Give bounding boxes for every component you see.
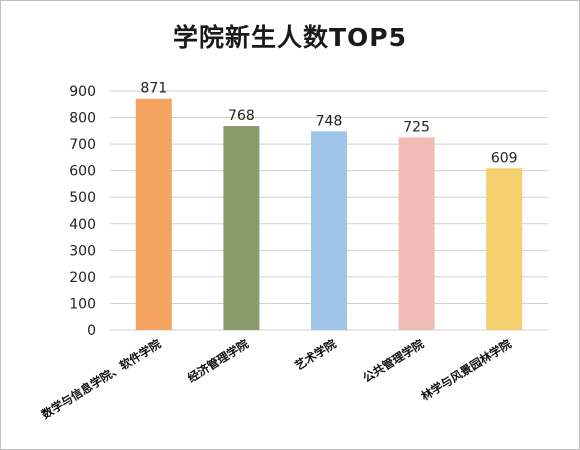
y-tick-label: 600	[69, 164, 96, 180]
y-tick-label: 500	[69, 190, 96, 206]
chart-title: 学院新生人数TOP5	[172, 23, 408, 52]
category-label-4: 林学与风景园林学院	[419, 336, 515, 403]
data-label-1: 768	[228, 108, 255, 124]
y-tick-label: 400	[69, 217, 96, 233]
y-tick-label: 900	[69, 84, 96, 100]
bar-3	[398, 137, 435, 330]
y-tick-label: 800	[69, 111, 96, 127]
category-label-3: 公共管理学院	[360, 336, 426, 385]
data-label-4: 609	[491, 150, 518, 166]
bars	[135, 98, 523, 330]
y-tick-label: 700	[69, 137, 96, 153]
bar-0	[135, 98, 172, 330]
category-label-0: 数学与信息学院、软件学院	[39, 336, 164, 421]
category-label-1: 经济管理学院	[185, 336, 251, 385]
y-axis-ticks: 0 100 200 300 400 500 600 700 800 900	[69, 84, 96, 339]
bar-1	[223, 126, 260, 330]
bar-2	[311, 131, 347, 330]
y-tick-label: 300	[69, 243, 96, 259]
y-tick-label: 200	[69, 270, 96, 286]
bar-4	[486, 168, 523, 330]
data-label-2: 748	[316, 113, 343, 129]
data-labels: 871 768 748 725 609	[140, 81, 517, 167]
y-tick-label: 100	[69, 296, 96, 312]
data-label-3: 725	[403, 119, 430, 135]
y-tick-label: 0	[87, 323, 96, 339]
category-label-2: 艺术学院	[292, 336, 339, 373]
data-label-0: 871	[140, 81, 167, 97]
